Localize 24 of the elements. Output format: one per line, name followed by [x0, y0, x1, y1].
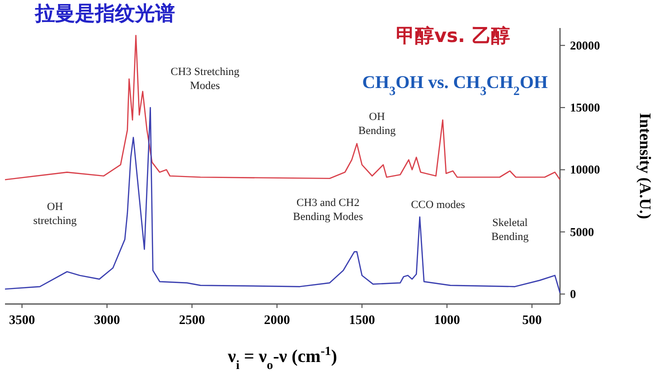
- x-tick-label: 3500: [9, 312, 35, 327]
- chart-subtitle: 甲醇vs. 乙醇: [396, 25, 510, 47]
- annotation: CH$_{3}$OH vs. CH$_{3}$CH$_{2}$OH: [362, 72, 548, 98]
- x-tick-label: 1000: [434, 312, 460, 327]
- line-series: [4, 106, 561, 294]
- chart-title: 拉曼是指纹光谱: [34, 1, 175, 25]
- x-tick-label: 1500: [348, 312, 375, 327]
- annotation: CH3 and CH2 Bending Modes: [293, 197, 363, 223]
- annotation: OH stretching: [33, 201, 78, 227]
- y-tick-label: 15000: [570, 100, 600, 115]
- y-tick-label: 5000: [570, 224, 594, 239]
- x-tick-label: 500: [522, 312, 542, 327]
- x-tick-label: 3000: [94, 312, 120, 327]
- y-tick-label: 20000: [570, 38, 600, 52]
- x-tick-label: 2000: [264, 312, 290, 327]
- x-axis-title: ν$_{i}$ = ν$_{o}$-ν (cm$^{-1}$): [226, 344, 338, 372]
- y-tick-label: 10000: [570, 162, 600, 177]
- annotation: OH Bending: [358, 111, 396, 137]
- annotation: Skeletal Bending: [491, 217, 530, 243]
- y-axis-title: Intensity (A.U.): [636, 112, 653, 220]
- annotation: CH3 Stretching Modes: [170, 66, 240, 92]
- y-tick-label: 0: [570, 287, 576, 302]
- annotation: CCO modes: [410, 199, 466, 211]
- x-tick-label: 2500: [178, 312, 205, 327]
